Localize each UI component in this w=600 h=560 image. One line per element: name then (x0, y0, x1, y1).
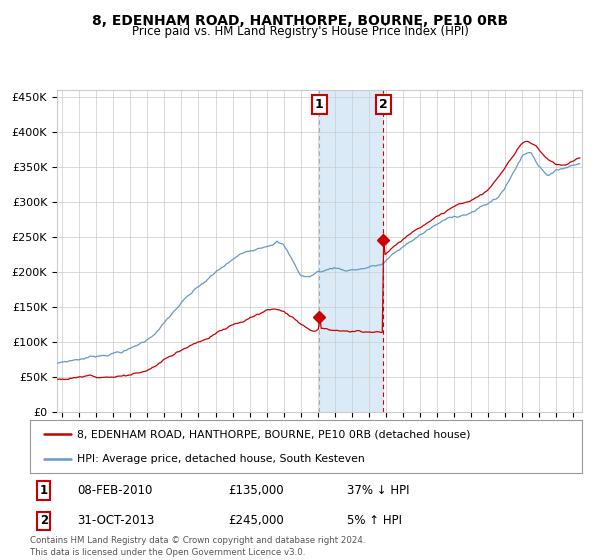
Text: 31-OCT-2013: 31-OCT-2013 (77, 514, 154, 527)
Text: Price paid vs. HM Land Registry's House Price Index (HPI): Price paid vs. HM Land Registry's House … (131, 25, 469, 38)
Text: HPI: Average price, detached house, South Kesteven: HPI: Average price, detached house, Sout… (77, 454, 365, 464)
Text: £245,000: £245,000 (229, 514, 284, 527)
Text: 8, EDENHAM ROAD, HANTHORPE, BOURNE, PE10 0RB: 8, EDENHAM ROAD, HANTHORPE, BOURNE, PE10… (92, 14, 508, 28)
Text: 37% ↓ HPI: 37% ↓ HPI (347, 484, 410, 497)
Text: 5% ↑ HPI: 5% ↑ HPI (347, 514, 403, 527)
Text: Contains HM Land Registry data © Crown copyright and database right 2024.
This d: Contains HM Land Registry data © Crown c… (30, 536, 365, 557)
Text: 2: 2 (379, 97, 388, 111)
Text: 2: 2 (40, 514, 48, 527)
Text: £135,000: £135,000 (229, 484, 284, 497)
Text: 8, EDENHAM ROAD, HANTHORPE, BOURNE, PE10 0RB (detached house): 8, EDENHAM ROAD, HANTHORPE, BOURNE, PE10… (77, 430, 470, 440)
Text: 08-FEB-2010: 08-FEB-2010 (77, 484, 152, 497)
Text: 1: 1 (40, 484, 48, 497)
Text: 1: 1 (315, 97, 323, 111)
Bar (319, 90, 383, 412)
